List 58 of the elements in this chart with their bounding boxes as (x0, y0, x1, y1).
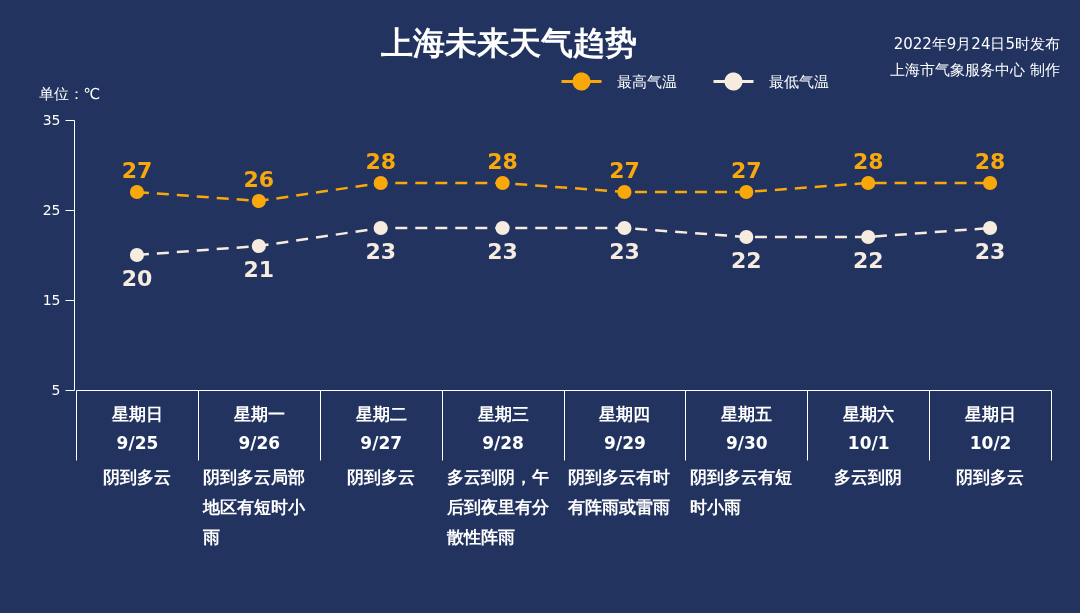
legend-label: 最高气温 (617, 72, 677, 91)
point (861, 229, 876, 245)
point (739, 229, 754, 245)
x-tick-label: 星期日 10/2 (964, 403, 1017, 453)
data-label: 26 (243, 167, 275, 192)
text: 阴到多云 (346, 467, 415, 487)
point (495, 220, 510, 236)
text: 2022年9月24日5时发布 (893, 35, 1060, 53)
point (373, 220, 388, 236)
point (251, 238, 266, 254)
data-label: 23 (609, 239, 640, 264)
x-tick-label: 星期日 9/25 (110, 403, 163, 453)
point (617, 184, 632, 200)
y-tick-label: 5 (51, 381, 61, 398)
text: 阴到多云 (102, 467, 171, 487)
data-label: 22 (852, 248, 884, 273)
point (861, 175, 876, 191)
data-label: 27 (731, 158, 762, 183)
y-tick-label: 35 (42, 111, 61, 128)
text: 阴到多云有短时小雨 (690, 467, 793, 517)
text: 多云到阴，午后到夜里有分散性阵雨 (445, 467, 550, 547)
x-tick-label: 星期三 9/28 (476, 403, 529, 453)
x-tick-label: 星期二 9/27 (354, 403, 407, 453)
point (129, 184, 145, 200)
point (982, 220, 998, 236)
data-label: 28 (974, 149, 1006, 174)
data-label: 28 (487, 149, 518, 174)
point (129, 247, 145, 263)
x-tick-label: 星期五 9/30 (720, 403, 773, 453)
data-label: 28 (852, 149, 884, 174)
chart-title: 上海未来天气趋势 (379, 24, 637, 62)
data-label: 20 (121, 266, 153, 291)
y-tick-label: 25 (42, 201, 61, 218)
y-axis-title: 单位：℃ (38, 84, 101, 103)
x-tick-label: 星期一 9/26 (232, 403, 285, 453)
data-label: 23 (974, 239, 1006, 264)
point (982, 175, 998, 191)
point (495, 175, 510, 191)
x-tick-label: 星期六 10/1 (842, 403, 895, 453)
point (373, 175, 388, 191)
text: 阴到多云局部地区有短时小雨 (201, 467, 306, 547)
y-tick-label: 15 (42, 291, 61, 308)
point (251, 193, 266, 209)
data-label: 27 (121, 158, 153, 183)
data-label: 21 (243, 257, 275, 282)
text: 阴到多云 (956, 467, 1025, 487)
data-label: 28 (365, 149, 396, 174)
data-label: 27 (609, 158, 640, 183)
data-label: 22 (731, 248, 762, 273)
legend-label: 最低气温 (769, 72, 829, 91)
data-label: 23 (365, 239, 396, 264)
text: 多云到阴 (834, 467, 903, 487)
text: 上海市气象服务中心 制作 (890, 61, 1060, 79)
point (617, 220, 632, 236)
data-label: 23 (487, 239, 518, 264)
text: 阴到多云有时有阵雨或雷雨 (567, 467, 671, 517)
point (739, 184, 754, 200)
x-tick-label: 星期四 9/29 (598, 403, 651, 453)
